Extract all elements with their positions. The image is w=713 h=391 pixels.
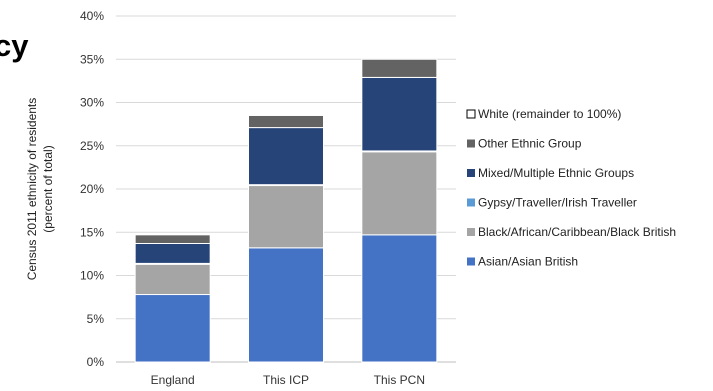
y-tick-label: 15%: [80, 225, 104, 239]
bar-segment: [248, 185, 324, 249]
bar-segment: [248, 247, 324, 363]
y-axis-label-line: (percent of total): [41, 145, 55, 232]
y-tick-label: 30%: [80, 96, 104, 110]
legend: White (remainder to 100%) Other Ethnic Gr…: [466, 107, 676, 269]
legend-swatch: [467, 257, 475, 266]
y-tick-label: 25%: [80, 139, 104, 153]
legend-label: White (remainder to 100%): [478, 107, 621, 121]
legend-label: Asian/Asian British: [478, 255, 578, 269]
x-axis-tick-labels: England This ICP This PCN: [151, 373, 425, 387]
x-tick-label: England: [151, 373, 195, 387]
x-tick-label: This PCN: [374, 373, 425, 387]
y-axis-label-line: Census 2011 ethnicity of residents: [25, 98, 39, 281]
y-tick-label: 5%: [87, 312, 105, 326]
legend-label: Other Ethnic Group: [478, 137, 582, 151]
bar-segment: [134, 234, 211, 244]
legend-label: Black/African/Caribbean/Black British: [478, 225, 676, 239]
legend-swatch: [467, 198, 475, 207]
y-axis-label: Census 2011 ethnicity of residents (perce…: [25, 98, 55, 281]
y-axis-tick-labels: 0% 5% 10% 15% 20% 25% 30% 35% 40%: [80, 9, 104, 369]
bar-segment: [361, 76, 438, 152]
y-tick-label: 10%: [80, 269, 104, 283]
bar-segment: [248, 127, 324, 186]
bar-segment: [134, 242, 211, 264]
bar-segment: [361, 151, 438, 236]
y-tick-label: 0%: [87, 355, 105, 369]
y-tick-label: 35%: [80, 52, 104, 66]
bar-segment: [134, 263, 211, 296]
bar-segment: [361, 234, 438, 363]
legend-label: Gypsy/Traveller/Irish Traveller: [478, 196, 637, 210]
bar-segment: [134, 294, 211, 363]
legend-swatch: [466, 109, 476, 119]
legend-swatch: [467, 169, 475, 177]
bar-stacks: [134, 58, 438, 363]
y-tick-label: 20%: [80, 182, 104, 196]
bar-segment: [361, 58, 438, 78]
bar-segment: [248, 114, 324, 129]
legend-swatch: [467, 228, 475, 236]
chart-title-fragment: cy: [0, 28, 29, 63]
x-tick-label: This ICP: [263, 373, 309, 387]
legend-swatch: [467, 139, 475, 148]
legend-label: Mixed/Multiple Ethnic Groups: [478, 166, 634, 180]
y-tick-label: 40%: [80, 9, 104, 23]
